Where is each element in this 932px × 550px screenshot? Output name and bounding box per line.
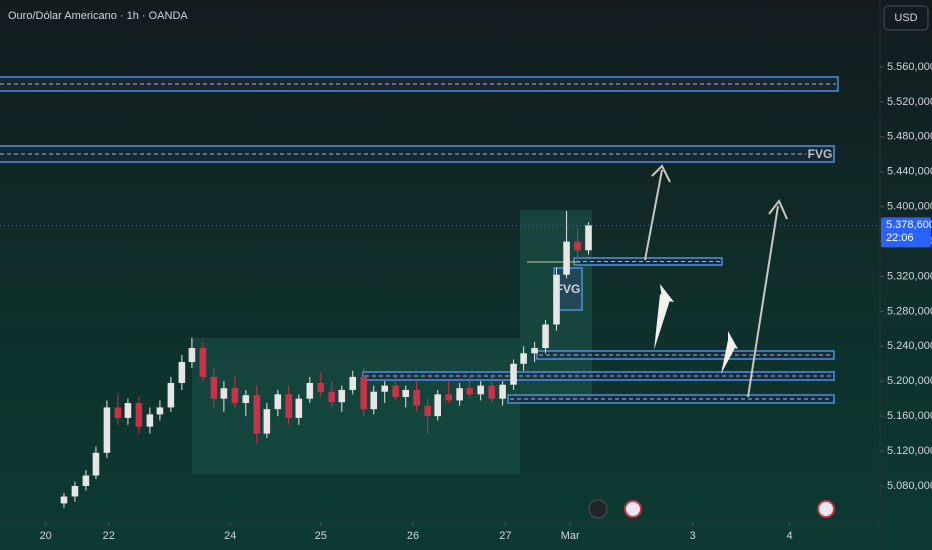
candle-body (466, 388, 473, 395)
candle-body (178, 362, 186, 383)
candle-body (445, 394, 452, 401)
candle-body (210, 376, 218, 399)
candle-body (563, 241, 570, 275)
candle-body (488, 385, 495, 399)
event-icon[interactable] (588, 499, 608, 519)
candle-body (424, 405, 431, 417)
arrows (644, 164, 788, 398)
candle-body (199, 348, 207, 377)
zone (0, 76, 839, 92)
currency-label[interactable]: USD (894, 12, 917, 24)
candle-body (92, 452, 100, 476)
candle-body (253, 395, 261, 434)
candle-body (231, 388, 239, 404)
candle-body (242, 395, 250, 404)
candle-body (381, 385, 389, 392)
y-tick-label: 5.560,000 (887, 61, 932, 73)
x-tick-label: 25 (315, 530, 327, 542)
candle-body (295, 398, 303, 418)
candle-body (60, 496, 68, 504)
zone-midlines (0, 83, 836, 400)
candle-body (135, 403, 143, 427)
candle-body (274, 394, 282, 410)
fvg-label: FVG (808, 147, 833, 161)
event-icon[interactable] (624, 500, 642, 518)
candle-body (477, 385, 484, 395)
candle-body (263, 409, 271, 434)
candle-body (338, 389, 346, 403)
x-tick-label: 22 (103, 530, 115, 542)
candle-body (124, 403, 132, 418)
arrow-big (654, 294, 670, 350)
y-tick-label: 5.080,000 (887, 480, 932, 492)
candle-body (456, 388, 463, 401)
y-tick-label: 5.280,000 (887, 305, 932, 317)
x-tick-label: Mar (561, 530, 580, 542)
candle-body (306, 382, 314, 399)
y-tick-label: 5.400,000 (887, 201, 932, 213)
candle-body (499, 384, 506, 399)
zone (536, 350, 835, 360)
event-icon[interactable] (817, 500, 835, 518)
arrow (644, 169, 663, 261)
candle-body (285, 394, 293, 418)
y-tick-label: 5.240,000 (887, 340, 932, 352)
candle-body (370, 391, 378, 410)
candle-body (156, 407, 164, 415)
candle-body (531, 348, 538, 354)
y-tick-label: 5.120,000 (887, 445, 932, 457)
x-tick-label: 3 (690, 530, 696, 542)
candle-body (520, 353, 527, 364)
arrow (747, 205, 779, 398)
candle-body (146, 414, 154, 427)
candle-body (317, 382, 325, 392)
candle-body (103, 407, 111, 453)
candle-body (220, 388, 228, 399)
y-tick-label: 5.520,000 (887, 96, 932, 108)
candle-body (188, 348, 196, 363)
candle-body (167, 382, 175, 408)
candle-body (510, 363, 517, 385)
arrow-head (768, 199, 788, 220)
y-tick-label: 5.320,000 (887, 270, 932, 282)
candle-body (585, 225, 592, 251)
candle-body (402, 389, 410, 397)
arrow-big (728, 331, 738, 349)
candles (60, 211, 592, 508)
candle-body (542, 324, 549, 349)
y-tick-label: 5.440,000 (887, 166, 932, 178)
candle-body (328, 391, 336, 403)
x-tick-label: 24 (224, 530, 236, 542)
candle-body (349, 376, 357, 390)
candle-body (82, 475, 90, 486)
candle-body (413, 389, 420, 406)
candle-body (360, 376, 367, 410)
x-tick-label: 20 (40, 530, 52, 542)
x-tick-label: 26 (407, 530, 419, 542)
candle-body (574, 241, 581, 251)
arrow-big (721, 340, 736, 374)
arrow-big (660, 284, 674, 302)
candle-body (553, 274, 560, 325)
arrow-head (651, 164, 671, 183)
x-tick-label: 4 (786, 530, 792, 542)
candle-body (392, 385, 399, 397)
fvg-label: FVG (556, 282, 581, 296)
countdown: 22:06 (886, 232, 914, 244)
y-tick-label: 5.480,000 (887, 131, 932, 143)
currency-button[interactable] (883, 5, 929, 31)
x-tick-label: 27 (499, 530, 511, 542)
last-price-label: 5.378,600 (886, 219, 932, 231)
candle-body (71, 485, 79, 497)
y-tick-label: 5.160,000 (887, 410, 932, 422)
profile-zone (192, 338, 520, 474)
last-price-box (881, 217, 931, 248)
y-tick-label: 5.200,000 (887, 375, 932, 387)
candle-body (434, 394, 442, 417)
candle-body (114, 407, 122, 418)
chart-title: Ouro/Dólar Americano · 1h · OANDA (8, 10, 188, 22)
